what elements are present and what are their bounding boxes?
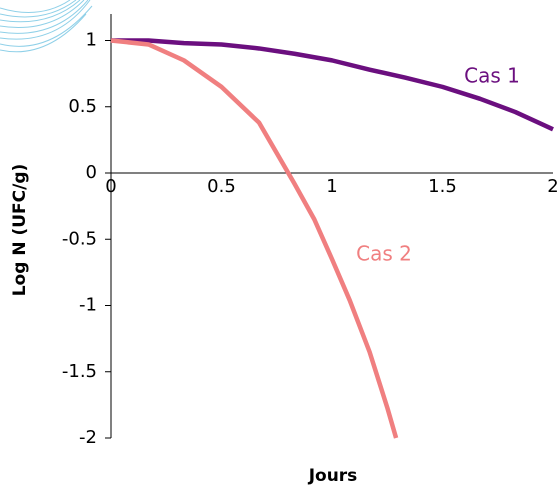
y-tick-label: -2 (79, 427, 97, 448)
y-tick-label: 0.5 (68, 96, 97, 117)
series-label: Cas 2 (356, 242, 412, 266)
chart: Jours Log N (UFC/g) 1 0.5 0 -0.5 -1 -1.5 -2 0 0.… (0, 0, 559, 487)
y-tick-label: -1 (79, 295, 97, 316)
series-line (111, 41, 396, 439)
x-tick-label: 1 (326, 176, 337, 197)
x-tick-label: 0.5 (207, 176, 236, 197)
y-tick-label: -0.5 (62, 228, 97, 249)
y-axis-label: Log N (UFC/g) (10, 164, 30, 297)
decoration (0, 0, 92, 52)
x-axis-label: Jours (308, 466, 358, 486)
y-tick-label: -1.5 (62, 361, 97, 382)
series-label: Cas 1 (464, 64, 520, 88)
x-tick-label: 1.5 (428, 176, 457, 197)
x-tick-label: 2 (547, 176, 558, 197)
x-tick-label: 0 (105, 176, 116, 197)
y-tick-label: 0 (86, 162, 97, 183)
y-tick-label: 1 (86, 30, 97, 51)
